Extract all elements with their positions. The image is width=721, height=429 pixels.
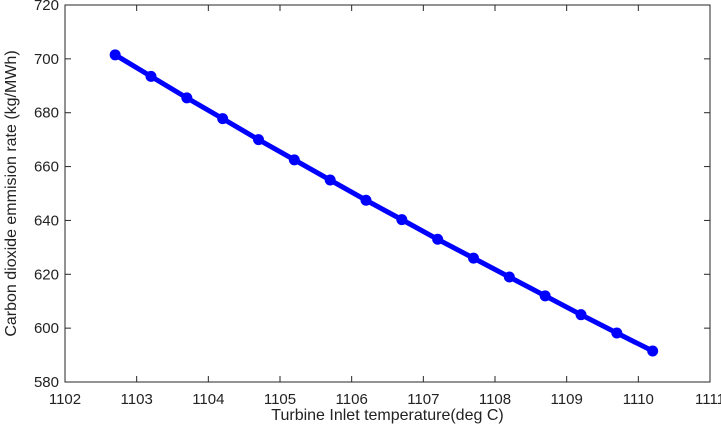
- data-point: [432, 233, 444, 245]
- data-point: [647, 345, 659, 357]
- x-tick-label: 1111: [695, 391, 721, 408]
- data-point: [539, 290, 551, 302]
- x-tick-label: 1107: [407, 391, 439, 408]
- plot-area: [64, 4, 711, 383]
- y-tick-label: 600: [34, 320, 59, 337]
- data-point: [324, 174, 336, 186]
- data-point: [109, 49, 121, 61]
- x-tick-label: 1108: [479, 391, 511, 408]
- x-axis: 1102 1103 1104 1105 1106 1107 1108 1109 1110 1111: [49, 5, 721, 408]
- x-tick-label: 1105: [264, 391, 296, 408]
- series-layer: [109, 49, 659, 357]
- y-tick-label: 620: [34, 266, 59, 283]
- x-tick-label: 1104: [192, 391, 224, 408]
- data-point: [253, 134, 264, 146]
- data-point: [217, 113, 229, 125]
- data-point: [181, 92, 193, 104]
- x-tick-label: 1106: [336, 391, 368, 408]
- data-point: [396, 214, 408, 226]
- y-axis-label: Carbon dioxide emmision rate (kg/MWh): [3, 50, 20, 336]
- data-point: [360, 194, 372, 206]
- y-tick-label: 640: [34, 212, 59, 229]
- data-point: [468, 252, 479, 264]
- data-point: [288, 154, 300, 166]
- series-line: [112, 52, 656, 354]
- y-tick-label: 580: [34, 374, 59, 391]
- y-tick-label: 680: [34, 105, 59, 122]
- x-tick-label: 1110: [623, 391, 654, 408]
- y-tick-label: 700: [34, 51, 59, 68]
- y-axis: 580 600 620 640 660 680 700 720: [34, 0, 710, 391]
- x-axis-label: Turbine Inlet temperature(deg C): [271, 407, 503, 424]
- data-point: [503, 271, 515, 283]
- x-tick-label: 1102: [49, 391, 81, 408]
- x-tick-label: 1103: [121, 391, 153, 408]
- data-point: [611, 327, 623, 339]
- data-point: [575, 309, 587, 321]
- y-tick-label: 660: [34, 159, 59, 176]
- data-point: [145, 70, 157, 82]
- x-tick-label: 1109: [551, 391, 583, 408]
- y-tick-label: 720: [34, 0, 59, 14]
